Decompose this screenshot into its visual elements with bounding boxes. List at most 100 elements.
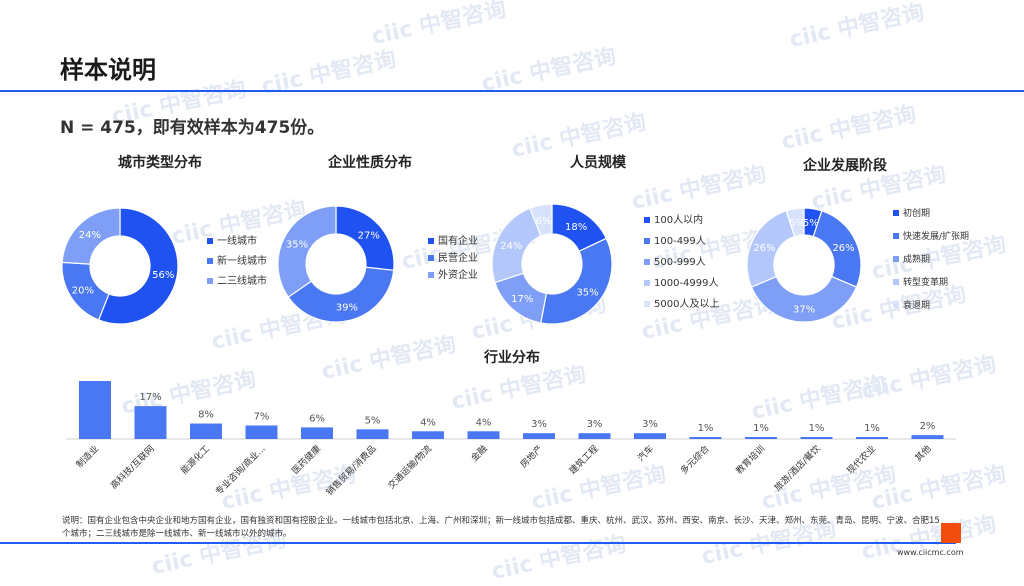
legend-swatch: [644, 301, 650, 307]
footer-divider: [0, 542, 956, 544]
donut-value-label: 35%: [576, 288, 598, 299]
legend-swatch: [207, 278, 213, 284]
bar-value-label: 8%: [198, 410, 214, 421]
donut-value-label: 5%: [789, 218, 805, 229]
donut-slice: [785, 207, 805, 238]
bar: [412, 431, 444, 439]
donut-value-label: 5%: [803, 218, 819, 229]
legend-swatch: [644, 217, 650, 223]
donut-value-label: 39%: [336, 303, 358, 314]
brand-square: [941, 523, 961, 543]
bar: [134, 406, 167, 439]
legend-swatch: [644, 259, 650, 265]
bar: [467, 431, 500, 439]
bar-category-label: 制造业: [74, 443, 102, 471]
donut-slice: [529, 203, 553, 237]
donut-value-label: 26%: [832, 243, 854, 254]
donut-slice: [97, 207, 179, 325]
bar-value-label: 4%: [420, 417, 436, 428]
bar: [800, 437, 833, 439]
legend-label: 国有企业: [438, 234, 478, 247]
donut-value-label: 24%: [79, 230, 101, 241]
legend-label: 500-999人: [654, 256, 706, 268]
legend-swatch: [893, 233, 899, 239]
legend-swatch: [207, 258, 213, 264]
legend-label: 1000-4999人: [654, 277, 719, 289]
bar-category-label: 现代农业: [844, 443, 878, 477]
bar: [301, 427, 333, 439]
donut-value-label: 35%: [286, 240, 308, 251]
donut-value-label: 26%: [753, 243, 775, 254]
legend-label: 初创期: [903, 207, 930, 219]
bar-category-label: 高科技/互联网: [108, 443, 157, 492]
chart-title-ownership: 企业性质分布: [328, 155, 412, 171]
donut-value-label: 18%: [565, 222, 587, 233]
donut-slice: [491, 207, 542, 284]
bar: [356, 429, 389, 439]
legend-label: 衰退期: [903, 299, 930, 311]
donut-value-label: 24%: [500, 241, 522, 252]
donut-slice: [750, 275, 858, 323]
legend-swatch: [893, 210, 899, 216]
donut-value-label: 6%: [536, 216, 552, 227]
website-url: www.ciicmc.com: [897, 548, 964, 557]
bar-value-label: 1%: [753, 423, 769, 434]
legend-label: 一线城市: [217, 234, 257, 247]
bar-value-label: 3%: [587, 419, 603, 430]
bar-category-label: 医药健康: [289, 443, 323, 477]
legend-label: 100-499人: [654, 235, 706, 247]
legend-label: 二三线城市: [217, 274, 267, 287]
bar-category-label: 销售贸易/消费品: [323, 443, 378, 498]
bar-value-label: 1%: [698, 423, 714, 434]
bar: [245, 425, 278, 439]
bar-category-label: 教育培训: [733, 443, 767, 477]
page-title: 样本说明: [60, 56, 156, 84]
chart-title-stage: 企业发展阶段: [803, 158, 887, 174]
legend-swatch: [428, 238, 434, 244]
legend-label: 新一线城市: [217, 254, 267, 267]
donut-slice: [287, 266, 395, 323]
legend-swatch: [644, 280, 650, 286]
bar-value-label: 7%: [254, 411, 270, 422]
bar-value-label: 6%: [309, 413, 325, 424]
bar-category-label: 专业咨询/商业...: [213, 443, 268, 498]
bar-value-label: 4%: [476, 417, 492, 428]
chart-title-headcount: 人员规模: [570, 155, 626, 171]
bar: [856, 437, 888, 439]
bar-value-label: 2%: [920, 421, 936, 432]
bar-value-label: 5%: [365, 415, 381, 426]
bar-value-label: 1%: [809, 423, 825, 434]
donut-slice: [277, 205, 337, 298]
donut-value-label: 37%: [793, 305, 815, 316]
bar-category-label: 其他: [912, 443, 933, 464]
bar: [634, 433, 666, 439]
chart-title-industry: 行业分布: [484, 350, 540, 366]
legend-swatch: [207, 238, 213, 244]
donut-slice: [61, 207, 121, 265]
bar: [578, 433, 611, 439]
bar-category-label: 能源化工: [178, 443, 212, 477]
title-divider: [0, 90, 1024, 92]
bar-value-label: 1%: [864, 423, 880, 434]
donut-slice: [540, 237, 613, 325]
bar-category-label: 交通运输/物流: [385, 443, 434, 492]
bar-value-label: 3%: [531, 419, 547, 430]
donut-value-label: 27%: [358, 231, 380, 242]
bar: [190, 423, 222, 439]
donut-value-label: 17%: [511, 294, 533, 305]
bar-category-label: 多元综合: [678, 443, 712, 477]
bar: [79, 381, 111, 439]
bar-category-label: 房地产: [518, 443, 546, 471]
legend-swatch: [893, 279, 899, 285]
footnote: 说明：国有企业包含中央企业和地方国有企业，国有独资和国有控股企业。一线城市包括北…: [62, 516, 940, 539]
legend-swatch: [644, 238, 650, 244]
bar-category-label: 旅游/酒店/餐饮: [772, 443, 823, 494]
legend-label: 民营企业: [438, 251, 478, 264]
donut-value-label: 20%: [72, 286, 94, 297]
legend-label: 快速发展/扩张期: [903, 230, 969, 242]
legend-label: 成熟期: [903, 253, 930, 265]
bar-category-label: 建筑工程: [567, 443, 601, 477]
bar: [689, 437, 722, 439]
legend-label: 转型变革期: [903, 276, 948, 288]
sample-size-note: N = 475，即有效样本为475份。: [60, 118, 325, 138]
